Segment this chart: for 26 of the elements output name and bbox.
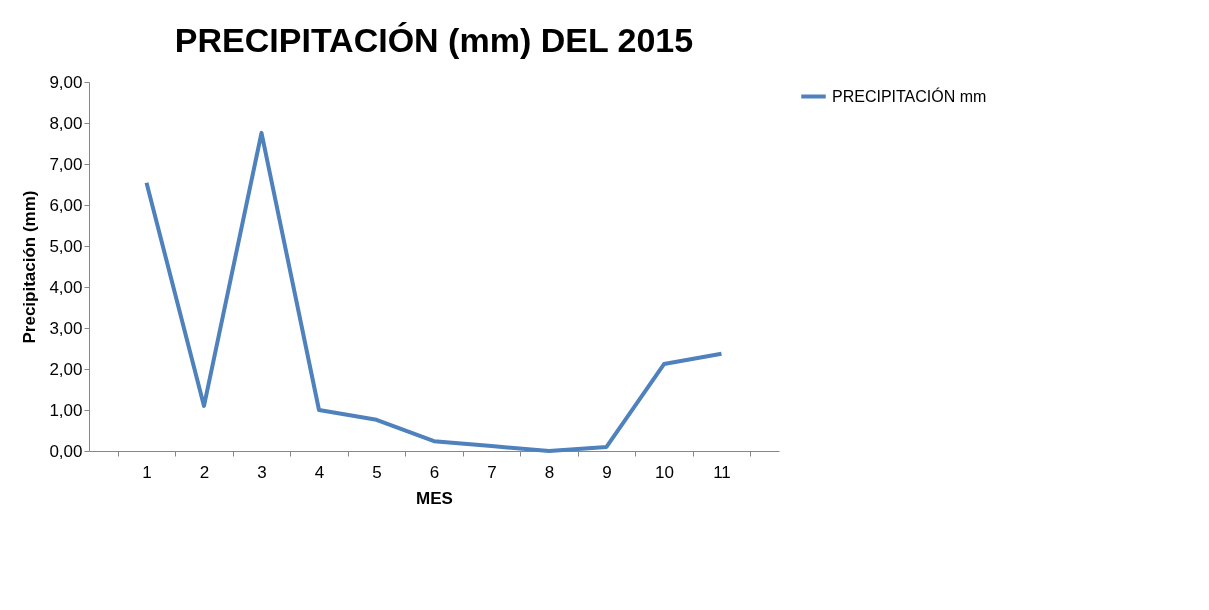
x-tick-label: 7 <box>487 462 497 482</box>
legend-label: PRECIPITACIÓN mm <box>832 86 987 105</box>
x-tick-label: 5 <box>372 462 382 482</box>
x-tick-label: 10 <box>655 462 674 482</box>
y-tick-label: 6,00 <box>49 195 83 215</box>
chart-title: PRECIPITACIÓN (mm) DEL 2015 <box>174 21 694 59</box>
x-tick-label: 6 <box>429 462 440 482</box>
y-tick-label: 5,00 <box>49 236 83 256</box>
y-tick-label: 2,00 <box>49 359 83 379</box>
y-axis-title: Precipitación (mm) <box>20 190 40 344</box>
y-tick-label: 9,00 <box>49 72 83 92</box>
y-tick-label: 0,00 <box>49 441 83 461</box>
line-series <box>144 130 724 453</box>
x-tick-label: 8 <box>544 462 555 482</box>
x-tick-label: 1 <box>142 462 152 482</box>
y-tick-label: 7,00 <box>49 154 83 174</box>
y-tick-label: 4,00 <box>49 277 83 297</box>
x-axis-title: MES <box>416 488 453 508</box>
x-tick-label: 9 <box>602 462 612 482</box>
y-tick-label: 1,00 <box>49 400 83 420</box>
y-tick-label: 3,00 <box>49 318 83 338</box>
x-tick-label: 11 <box>713 462 731 482</box>
x-tick-label: 4 <box>314 462 325 482</box>
x-tick-label: 3 <box>257 462 267 482</box>
x-tick-label: 2 <box>199 462 210 482</box>
y-tick-label: 8,00 <box>49 113 83 133</box>
